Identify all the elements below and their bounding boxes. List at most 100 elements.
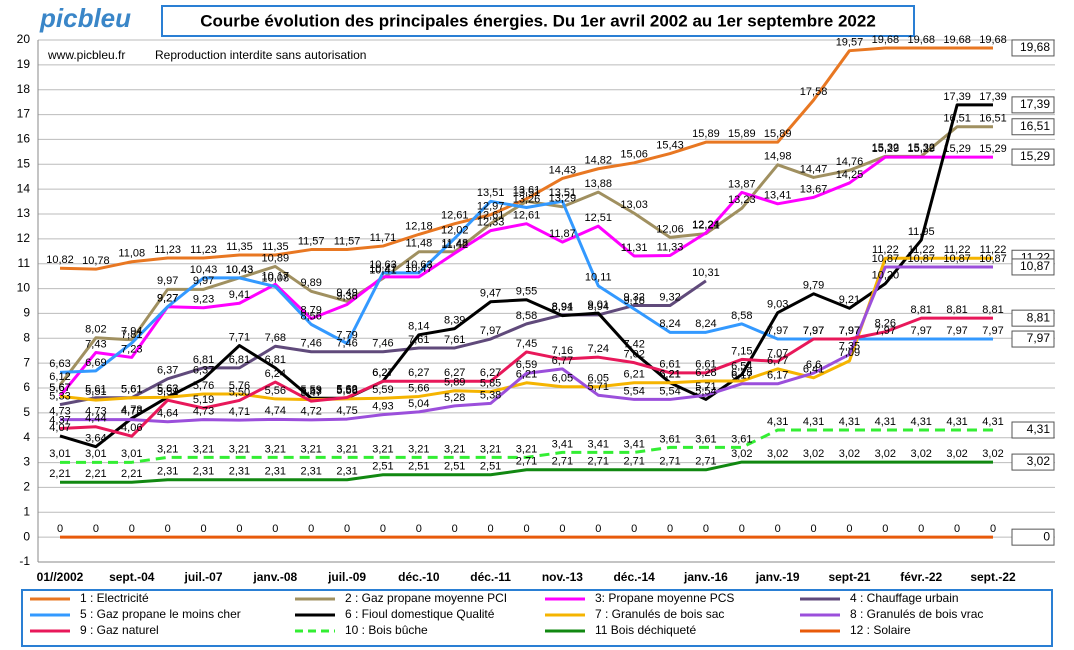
data-label: 3,21 bbox=[229, 443, 250, 455]
chart-title: Courbe évolution des principales énergie… bbox=[200, 11, 876, 30]
data-label: 7,68 bbox=[265, 332, 286, 344]
data-label: 5,19 bbox=[193, 394, 214, 406]
data-label: 5,76 bbox=[229, 380, 250, 392]
data-label: 10,43 bbox=[226, 264, 254, 276]
data-label: 3,21 bbox=[408, 443, 429, 455]
series-line bbox=[60, 460, 993, 484]
data-label: 13,29 bbox=[549, 193, 577, 205]
x-tick-label: janv.-16 bbox=[683, 570, 728, 584]
data-label: 4,31 bbox=[839, 416, 860, 428]
legend-box bbox=[21, 589, 1053, 647]
data-label: 13,23 bbox=[728, 194, 756, 206]
data-label: 6,59 bbox=[516, 359, 537, 371]
data-label: 5,61 bbox=[121, 384, 142, 396]
data-label: 9,97 bbox=[193, 275, 214, 287]
data-label: 3,21 bbox=[336, 443, 357, 455]
data-label: 12,97 bbox=[477, 201, 505, 213]
legend-label: 11 Bois déchiqueté bbox=[595, 623, 697, 637]
y-tick-label: 6 bbox=[23, 380, 30, 394]
data-label: 3,41 bbox=[623, 438, 644, 450]
data-label: 5,61 bbox=[121, 384, 142, 396]
data-label: 10,20 bbox=[872, 270, 900, 282]
data-label: 19,68 bbox=[907, 34, 935, 46]
data-label: 8,24 bbox=[659, 318, 680, 330]
data-label: 6,77 bbox=[552, 355, 573, 367]
legend-label: 7 : Granulés de bois sac bbox=[595, 607, 724, 621]
data-label: 3,21 bbox=[516, 443, 537, 455]
data-label: 6,41 bbox=[803, 364, 824, 376]
data-label: 15,29 bbox=[943, 143, 971, 155]
series-line bbox=[58, 125, 993, 386]
x-tick-label: janv.-08 bbox=[252, 570, 297, 584]
end-box bbox=[1011, 330, 1055, 348]
x-tick-label: sept.-22 bbox=[970, 570, 1016, 584]
y-tick-label: 16 bbox=[17, 132, 31, 146]
data-label: 12,21 bbox=[692, 220, 720, 232]
data-label: 4,31 bbox=[803, 416, 824, 428]
data-label: 10,31 bbox=[692, 267, 720, 279]
data-label: 4,73 bbox=[193, 405, 214, 417]
data-label: 8,14 bbox=[408, 321, 429, 333]
data-label: 8,58 bbox=[516, 310, 537, 322]
data-label: 10,87 bbox=[907, 253, 935, 265]
data-label: 6,27 bbox=[444, 367, 465, 379]
data-label: 19,68 bbox=[943, 34, 971, 46]
data-label: 6,6 bbox=[806, 359, 821, 371]
data-label: 3,21 bbox=[300, 443, 321, 455]
data-label: 10,43 bbox=[190, 264, 218, 276]
end-label: 0 bbox=[1043, 529, 1050, 543]
lines bbox=[58, 46, 993, 539]
end-label: 8,81 bbox=[1027, 310, 1051, 324]
data-label: 0 bbox=[703, 523, 709, 535]
data-label: 2,31 bbox=[336, 466, 357, 478]
end-box bbox=[1011, 258, 1055, 276]
data-label: 0 bbox=[811, 523, 817, 535]
data-label: 12,61 bbox=[477, 210, 505, 222]
data-label: 12,18 bbox=[405, 220, 433, 232]
data-label: 5,56 bbox=[336, 385, 357, 397]
data-label: 13,61 bbox=[513, 185, 541, 197]
data-label: 2,31 bbox=[157, 466, 178, 478]
data-label: 7,35 bbox=[839, 340, 860, 352]
data-label: 2,31 bbox=[229, 466, 250, 478]
data-label: 3,61 bbox=[731, 433, 752, 445]
data-label: 3,61 bbox=[695, 433, 716, 445]
data-label: 0 bbox=[416, 523, 422, 535]
data-label: 15,29 bbox=[979, 143, 1007, 155]
data-label: 19,68 bbox=[872, 34, 900, 46]
data-label: 11,57 bbox=[334, 235, 361, 247]
data-label: 6,69 bbox=[85, 357, 106, 369]
data-label: 6,27 bbox=[372, 367, 393, 379]
data-label: 5,50 bbox=[229, 386, 250, 398]
y-tick-label: 5 bbox=[23, 405, 30, 419]
data-label: 5,76 bbox=[193, 380, 214, 392]
data-label: 2,51 bbox=[408, 461, 429, 473]
data-label: 9,89 bbox=[300, 277, 321, 289]
data-label: 7,46 bbox=[336, 338, 357, 350]
data-label: 7,79 bbox=[336, 329, 357, 341]
series-line bbox=[59, 256, 993, 402]
data-label: 6,37 bbox=[193, 365, 214, 377]
data-label: 8,81 bbox=[911, 304, 932, 316]
data-label: 4,72 bbox=[300, 406, 321, 418]
data-label: 4,37 bbox=[49, 414, 70, 426]
data-label: 7,02 bbox=[623, 349, 644, 361]
legend-label: 4 : Chauffage urbain bbox=[850, 591, 959, 605]
data-label: 19,57 bbox=[836, 37, 864, 49]
y-tick-label: 18 bbox=[17, 82, 31, 96]
data-label: 13,51 bbox=[549, 187, 577, 199]
y-tick-label: 11 bbox=[18, 256, 31, 270]
data-label: 2,51 bbox=[372, 461, 393, 473]
y-tick-label: 9 bbox=[23, 306, 30, 320]
data-label: 10,43 bbox=[226, 264, 254, 276]
data-label: 10,41 bbox=[369, 264, 397, 276]
data-label: 9,32 bbox=[623, 291, 644, 303]
data-label: 3,02 bbox=[803, 448, 824, 460]
data-label: 4,73 bbox=[121, 405, 142, 417]
end-label: 17,39 bbox=[1020, 97, 1050, 111]
legend-label: 9 : Gaz naturel bbox=[80, 623, 159, 637]
data-label: 3,21 bbox=[480, 443, 501, 455]
y-tick-label: 19 bbox=[17, 57, 31, 71]
y-tick-label: 8 bbox=[23, 330, 30, 344]
data-label: 0 bbox=[165, 523, 171, 535]
